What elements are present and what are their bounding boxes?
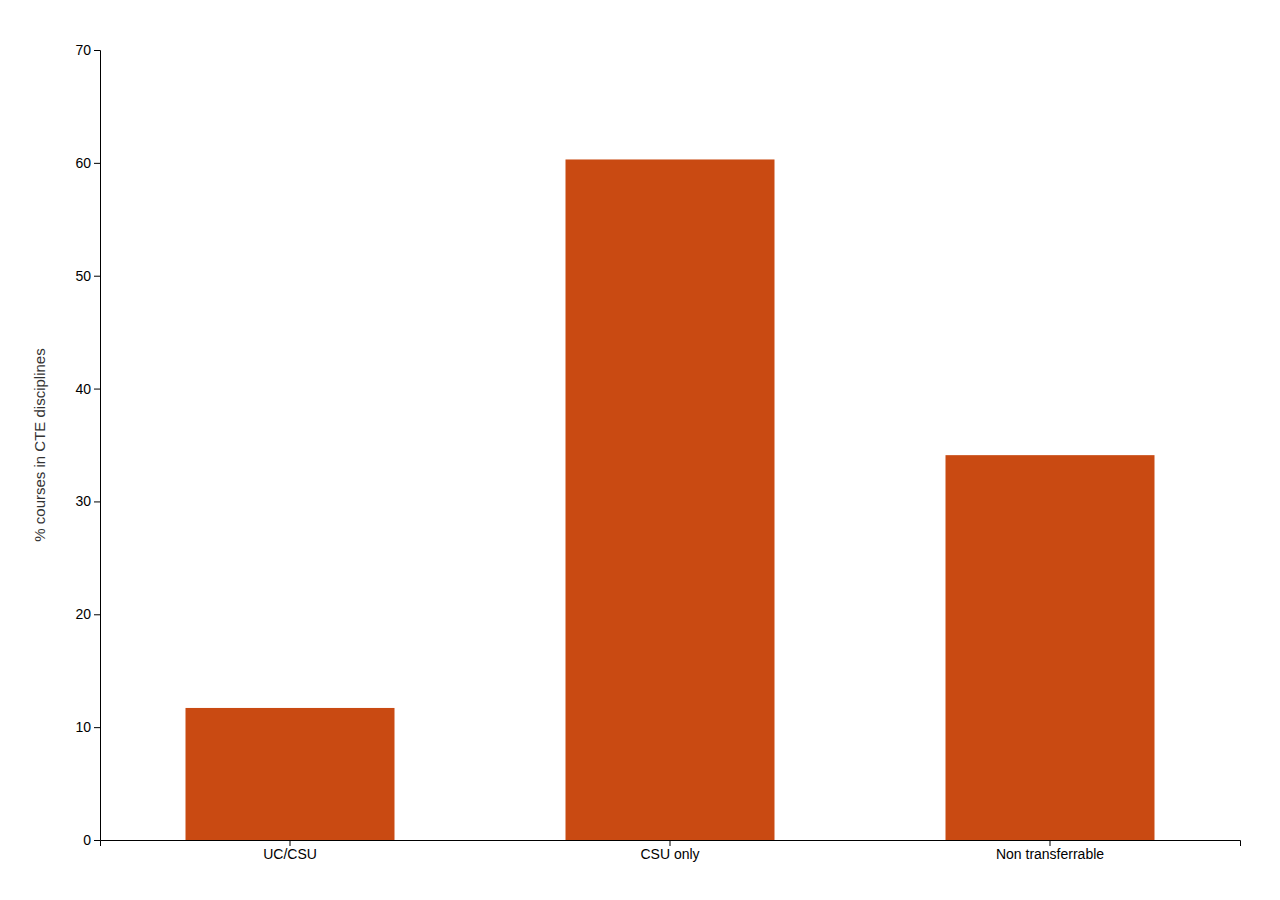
- x-tick: UC/CSU: [263, 840, 317, 862]
- y-tick-mark: [94, 389, 100, 390]
- x-tick-label: CSU only: [640, 846, 699, 862]
- y-tick: 40: [75, 381, 100, 397]
- y-tick-label: 20: [75, 606, 91, 622]
- y-tick: 10: [75, 719, 100, 735]
- bar: [946, 455, 1155, 840]
- y-tick: 70: [75, 42, 100, 58]
- y-tick: 60: [75, 155, 100, 171]
- x-tick-label: UC/CSU: [263, 846, 317, 862]
- y-tick-label: 30: [75, 493, 91, 509]
- y-tick: 20: [75, 606, 100, 622]
- bars: [186, 159, 1155, 840]
- y-tick-mark: [94, 50, 100, 51]
- y-tick-mark: [94, 276, 100, 277]
- y-tick-label: 0: [83, 832, 91, 848]
- bar: [186, 708, 395, 840]
- y-tick: 0: [83, 832, 100, 848]
- y-tick-mark: [94, 163, 100, 164]
- y-tick: 30: [75, 493, 100, 509]
- plot: UC/CSU CSU only Non transferrable 0 10 20 30 40…: [75, 42, 1240, 862]
- y-axis-title: % courses in CTE disciplines: [31, 348, 48, 541]
- y-tick-label: 50: [75, 268, 91, 284]
- y-tick-label: 40: [75, 381, 91, 397]
- y-tick-mark: [94, 501, 100, 502]
- y-axis-line: [94, 51, 101, 841]
- y-tick-mark: [94, 727, 100, 728]
- y-tick: 50: [75, 268, 100, 284]
- y-tick-label: 60: [75, 155, 91, 171]
- x-tick: Non transferrable: [996, 840, 1104, 862]
- y-tick-label: 10: [75, 719, 91, 735]
- x-tick: CSU only: [640, 840, 699, 862]
- y-axis: 0 10 20 30 40 50 60 70: [75, 42, 100, 848]
- y-tick-mark: [94, 614, 100, 615]
- y-tick-label: 70: [75, 42, 91, 58]
- x-tick-label: Non transferrable: [996, 846, 1104, 862]
- y-tick-mark: [94, 840, 100, 841]
- chart: UC/CSU CSU only Non transferrable 0 10 20 30 40…: [0, 0, 1280, 900]
- x-axis: UC/CSU CSU only Non transferrable: [101, 840, 1241, 862]
- bar: [566, 159, 775, 840]
